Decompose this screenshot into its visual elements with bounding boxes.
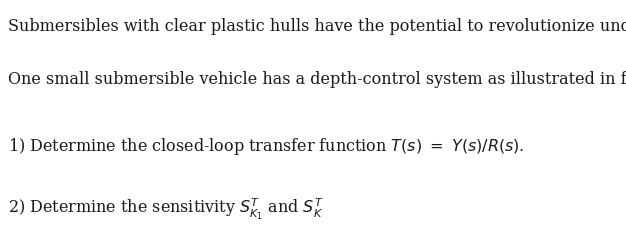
Text: 2) Determine the sensitivity $S_{K_1}^{T}$ and $S_{K}^{T}$: 2) Determine the sensitivity $S_{K_1}^{T…	[8, 197, 323, 222]
Text: 1) Determine the closed-loop transfer function $T(s)$ $=$ $Y(s)/R(s).$: 1) Determine the closed-loop transfer fu…	[8, 136, 524, 157]
Text: Submersibles with clear plastic hulls have the potential to revolutionize underw: Submersibles with clear plastic hulls ha…	[8, 18, 626, 35]
Text: One small submersible vehicle has a depth-control system as illustrated in figur: One small submersible vehicle has a dept…	[8, 71, 626, 87]
